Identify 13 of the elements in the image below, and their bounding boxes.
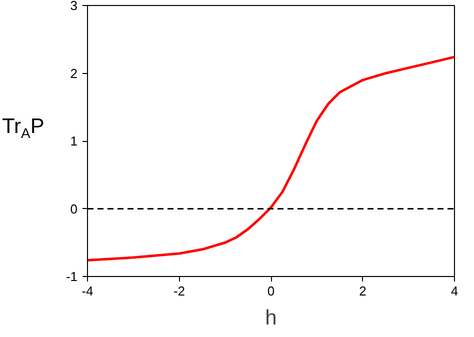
x-tick-label: 0 xyxy=(267,284,275,298)
y-axis-title: Tr$_{A}$P xyxy=(2,114,44,144)
line-series xyxy=(88,56,454,262)
y-tick-label: 3 xyxy=(70,0,78,13)
x-tick-label: 2 xyxy=(359,284,366,298)
x-tick-label: 4 xyxy=(450,284,458,298)
x-tick-label: -2 xyxy=(173,284,186,298)
y-tick-label: -1 xyxy=(66,269,78,284)
y-tick-label: 2 xyxy=(70,66,78,81)
y-tick-label: 1 xyxy=(70,134,78,148)
y-tick-label: 0 xyxy=(70,201,78,216)
x-axis-title: h xyxy=(265,306,277,330)
x-tick-label: -4 xyxy=(82,284,94,298)
